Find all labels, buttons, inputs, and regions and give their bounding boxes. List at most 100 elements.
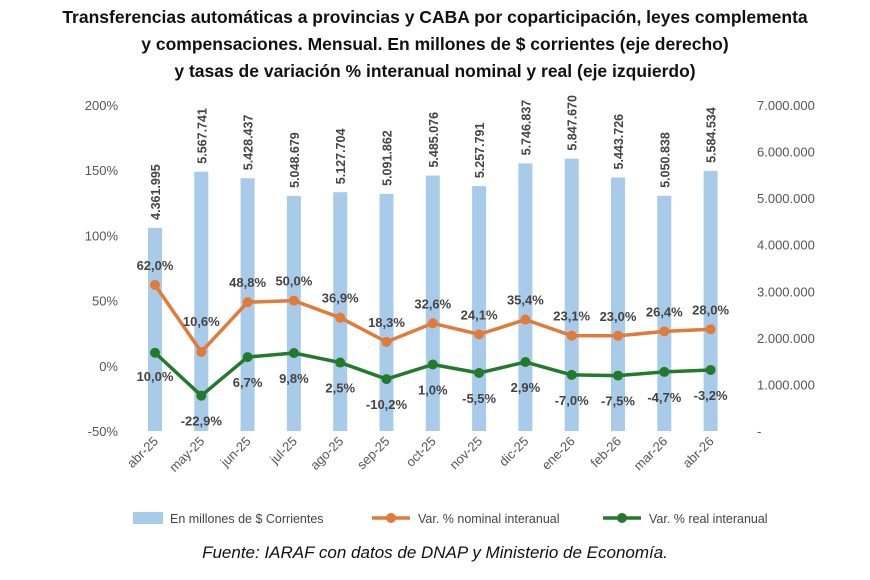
category-label: ago-25 bbox=[307, 434, 346, 473]
series-point bbox=[520, 357, 531, 368]
series-point bbox=[335, 312, 346, 323]
series-value-label: 2,9% bbox=[511, 380, 541, 395]
bar-value-label: 5.567.741 bbox=[195, 108, 209, 164]
category-label: oct-25 bbox=[403, 434, 439, 470]
series-point bbox=[613, 330, 623, 341]
right-axis-tick-label: 6.000.000 bbox=[757, 145, 815, 160]
bar-value-label: 5.091.862 bbox=[381, 130, 395, 186]
category-label: dic-25 bbox=[496, 434, 532, 470]
bar bbox=[703, 170, 718, 431]
series-value-label: 32,6% bbox=[414, 296, 451, 311]
left-axis-tick-label: 150% bbox=[85, 163, 119, 178]
bar bbox=[611, 177, 625, 431]
series-value-label: -22,9% bbox=[181, 414, 223, 429]
category-label: sep-25 bbox=[354, 434, 393, 473]
right-axis-tick-label: 4.000.000 bbox=[757, 238, 815, 253]
category-label: abr-26 bbox=[680, 434, 717, 471]
series-value-label: 48,8% bbox=[229, 275, 266, 290]
bar bbox=[194, 171, 209, 432]
category-label: nov-25 bbox=[447, 434, 486, 473]
combo-chart: 4.361.995 5.567.741 5.428.437 5.048.679 5.12… bbox=[85, 95, 815, 526]
series-point bbox=[150, 279, 160, 290]
lines-layer bbox=[150, 279, 716, 401]
series-point bbox=[705, 324, 716, 335]
bar-value-label: 5.485.076 bbox=[427, 112, 441, 168]
legend-label-bars: En millones de $ Corrientes bbox=[170, 512, 324, 526]
category-label: abr-25 bbox=[124, 434, 161, 471]
series-point bbox=[427, 318, 438, 329]
category-label: ene-26 bbox=[539, 434, 578, 473]
series-value-label: -5,5% bbox=[462, 391, 496, 406]
category-label: may-25 bbox=[166, 434, 207, 475]
legend-label-nominal: Var. % nominal interanual bbox=[418, 512, 560, 526]
series-point bbox=[196, 346, 207, 357]
series-point bbox=[381, 336, 392, 347]
series-value-label: 18,3% bbox=[368, 315, 405, 330]
series-value-label: 23,0% bbox=[600, 309, 637, 324]
series-value-label: 26,4% bbox=[646, 304, 683, 319]
legend: En millones de $ Corrientes Var. % nomina… bbox=[133, 512, 768, 526]
title-line-2: y compensaciones. Mensual. En millones d… bbox=[141, 34, 729, 54]
series-point bbox=[242, 352, 253, 363]
source-note: Fuente: IARAF con datos de DNAP y Minist… bbox=[202, 543, 668, 562]
bar-value-label: 5.443.726 bbox=[612, 114, 626, 170]
series-value-label: 23,1% bbox=[553, 309, 590, 324]
series-value-label: 35,4% bbox=[507, 293, 544, 308]
series-value-label: -4,7% bbox=[647, 390, 681, 405]
series-value-label: 10,0% bbox=[137, 369, 174, 384]
legend-marker-real bbox=[617, 513, 627, 523]
category-label: jun-25 bbox=[217, 434, 254, 471]
series-value-label: 36,9% bbox=[322, 291, 359, 306]
series-value-label: 62,0% bbox=[137, 258, 174, 273]
bar bbox=[148, 227, 162, 431]
bar-value-label: 5.050.838 bbox=[658, 132, 672, 188]
bar-value-label: 5.127.704 bbox=[334, 129, 348, 185]
bar bbox=[286, 195, 301, 431]
series-point bbox=[381, 374, 392, 385]
bar-value-label: 5.847.670 bbox=[566, 95, 580, 151]
left-axis-tick-label: 200% bbox=[85, 98, 119, 113]
right-axis-tick-label: - bbox=[757, 424, 761, 439]
chart-title: Transferencias automáticas a provincias … bbox=[0, 4, 870, 85]
right-axis-tick-label: 1.000.000 bbox=[757, 377, 815, 392]
series-value-label: 6,7% bbox=[233, 375, 263, 390]
series-point bbox=[566, 369, 577, 380]
legend-label-real: Var. % real interanual bbox=[649, 512, 768, 526]
series-point bbox=[520, 314, 531, 325]
series-value-label: 10,6% bbox=[183, 314, 220, 329]
series-value-label: -3,2% bbox=[694, 388, 728, 403]
title-line-1: Transferencias automáticas a provincias … bbox=[62, 7, 808, 27]
category-label: jul-25 bbox=[266, 434, 300, 468]
series-value-label: -7,5% bbox=[601, 394, 635, 409]
title-line-3: y tasas de variación % interanual nomina… bbox=[174, 61, 696, 81]
series-point bbox=[613, 370, 623, 381]
series-point bbox=[335, 357, 346, 368]
right-axis-tick-label: 7.000.000 bbox=[757, 98, 815, 113]
right-axis-tick-label: 3.000.000 bbox=[757, 284, 815, 299]
bar-value-label: 5.746.837 bbox=[519, 100, 533, 156]
bar bbox=[379, 193, 394, 431]
bar-value-label: 5.584.534 bbox=[705, 107, 719, 163]
series-value-label: 28,0% bbox=[692, 302, 729, 317]
series-point bbox=[474, 329, 485, 340]
left-axis-tick-label: -50% bbox=[88, 424, 119, 439]
left-axis-tick-label: 0% bbox=[99, 359, 118, 374]
series-point bbox=[150, 347, 160, 358]
right-axis-tick-label: 2.000.000 bbox=[757, 331, 815, 346]
series-value-label: -10,2% bbox=[366, 397, 408, 412]
bar bbox=[333, 192, 348, 431]
series-point bbox=[659, 326, 670, 337]
series-value-label: 24,1% bbox=[461, 307, 498, 322]
bar-value-label: 5.257.791 bbox=[473, 122, 487, 178]
left-axis-tick-label: 50% bbox=[92, 294, 118, 309]
series-point bbox=[659, 366, 670, 377]
labels-layer: 4.361.995 5.567.741 5.428.437 5.048.679 5.12… bbox=[137, 95, 730, 429]
series-point bbox=[427, 359, 438, 370]
bar-value-label: 4.361.995 bbox=[149, 164, 163, 220]
series-point bbox=[474, 367, 485, 378]
left-axis-tick-label: 100% bbox=[85, 228, 119, 243]
right-axis-tick-label: 5.000.000 bbox=[757, 191, 815, 206]
bar bbox=[564, 158, 579, 431]
series-point bbox=[288, 348, 299, 359]
series-value-label: 2,5% bbox=[325, 381, 355, 396]
